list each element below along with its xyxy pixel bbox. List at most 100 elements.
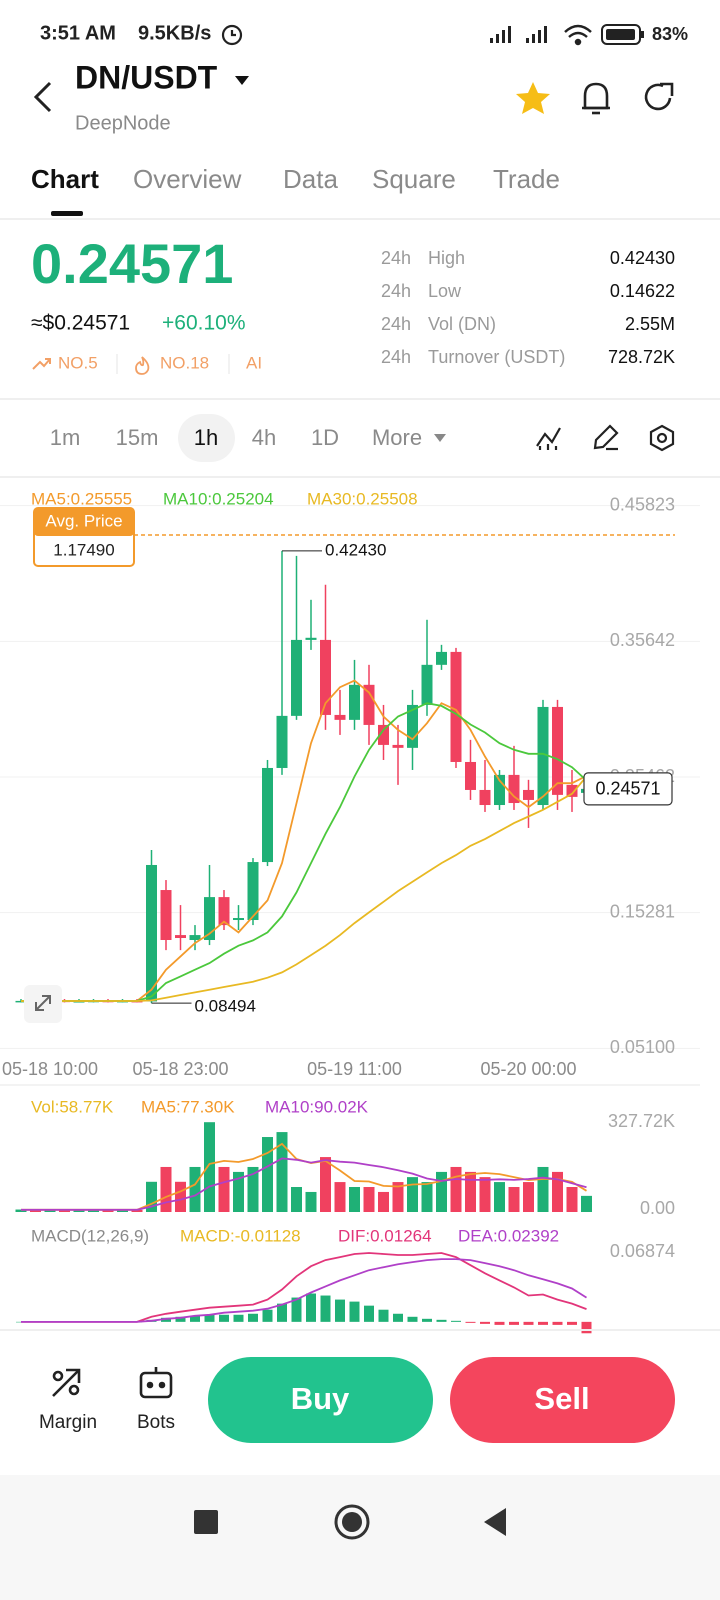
x-tick-label: 05-18 10:00 [2, 1059, 98, 1079]
volume-bar [146, 1181, 157, 1212]
legend-item: DEA:0.02392 [458, 1226, 559, 1245]
candle-body [247, 862, 259, 921]
candle-body [363, 684, 375, 725]
sell-label[interactable]: Sell [534, 1381, 589, 1416]
candle-body [146, 864, 157, 1002]
tab[interactable]: Data [283, 164, 338, 194]
macd-bar [335, 1299, 345, 1322]
margin-icon[interactable] [52, 1368, 81, 1397]
buy-label[interactable]: Buy [291, 1381, 350, 1416]
draw-button[interactable] [593, 424, 619, 451]
nav-home[interactable] [334, 1504, 370, 1540]
interval-option[interactable]: 1h [194, 425, 218, 450]
candle-body [320, 639, 331, 715]
macd-line [21, 1258, 587, 1323]
volume-ma-line [21, 1157, 587, 1211]
macd-bar [364, 1305, 374, 1322]
tab[interactable]: Square [372, 164, 456, 194]
ma-line [21, 775, 588, 1002]
macd-bar [320, 1295, 331, 1322]
pair-title[interactable]: DN/USDT [75, 59, 218, 95]
margin-label[interactable]: Margin [39, 1412, 97, 1433]
tag-badge[interactable]: AI [246, 353, 262, 372]
interval-option[interactable]: 4h [252, 425, 276, 450]
buy-button[interactable] [208, 1357, 433, 1443]
macd-bar [248, 1313, 258, 1322]
interval-option[interactable]: 1D [311, 425, 339, 450]
share-button[interactable] [644, 82, 674, 111]
volume-bar [233, 1171, 244, 1212]
candle-body [276, 715, 288, 768]
back-button[interactable] [33, 81, 52, 113]
macd-bar [306, 1293, 316, 1322]
stat-period: 24h [381, 347, 411, 367]
macd-bar [422, 1318, 432, 1322]
candle-body [465, 761, 476, 790]
alert-bell[interactable] [582, 82, 610, 115]
macd-bar [407, 1316, 418, 1322]
signal-icons [490, 26, 547, 43]
candle-body [450, 651, 462, 762]
candle-body [508, 774, 520, 804]
volume-bar [131, 1209, 143, 1212]
favorite-star[interactable] [516, 82, 550, 114]
legend-item: MA5:77.30K [141, 1097, 235, 1116]
stat-period: 24h [381, 281, 411, 301]
tab[interactable]: Overview [133, 164, 242, 194]
hot-badge[interactable]: NO.18 [160, 353, 209, 372]
indicator-button[interactable] [536, 427, 561, 450]
wifi-icon [564, 24, 592, 46]
pair-dropdown[interactable] [235, 76, 249, 85]
volume-bar [189, 1166, 201, 1212]
volume-bar [218, 1166, 230, 1212]
interval-option[interactable]: More [372, 425, 422, 450]
stat-value: 0.42430 [610, 248, 675, 268]
legend-item: MA10:0.25204 [163, 489, 274, 508]
volume-bar [450, 1166, 462, 1212]
last-price-tag [583, 772, 673, 806]
expand-button[interactable] [24, 985, 62, 1023]
sell-button[interactable] [450, 1357, 675, 1443]
high-label: 0.42430 [325, 540, 386, 559]
tab[interactable]: Chart [31, 164, 99, 194]
bots-icon[interactable] [139, 1367, 173, 1399]
interval-option[interactable]: 15m [116, 425, 159, 450]
volume-bar [73, 1210, 85, 1212]
x-tick-label: 05-18 23:00 [132, 1059, 228, 1079]
legend-item: MA10:90.02K [265, 1097, 369, 1116]
volume-bar [320, 1157, 331, 1212]
settings-button[interactable] [649, 424, 675, 452]
volume-bar [436, 1171, 447, 1212]
rank-badge[interactable]: NO.5 [58, 353, 98, 372]
volume-bar [407, 1177, 418, 1212]
candle-body [334, 714, 346, 720]
candle-body [218, 897, 230, 926]
volume-bar [581, 1195, 592, 1212]
volume-bar [537, 1166, 549, 1212]
candle-body [305, 637, 317, 640]
interval-bar: 1m 15m 1h 4h 1D More [50, 425, 422, 450]
volume-bar [117, 1210, 128, 1212]
y-tick-label: 0.35642 [610, 630, 675, 650]
legend-item: MA30:0.25508 [307, 489, 418, 508]
interval-option[interactable]: 1m [50, 425, 81, 450]
candle-body [233, 918, 244, 921]
macd-bar [190, 1315, 200, 1322]
bots-label[interactable]: Bots [137, 1412, 175, 1433]
battery-icon [601, 24, 644, 45]
volume-bar [349, 1187, 360, 1212]
tab[interactable]: Trade [493, 164, 560, 194]
nav-recents[interactable] [194, 1510, 218, 1534]
ma-line [21, 679, 587, 1002]
more-dropdown[interactable] [434, 434, 446, 442]
rank-icon [32, 358, 51, 370]
volume-bar [44, 1209, 56, 1212]
y-tick-label: 0.15281 [610, 901, 675, 921]
candle-body [160, 890, 172, 941]
x-tick-label: 05-19 11:00 [307, 1059, 402, 1079]
nav-back[interactable] [484, 1508, 506, 1536]
candle-body [189, 935, 201, 941]
legend-item: DIF:0.01264 [338, 1226, 432, 1245]
stat-label: Vol (DN) [428, 314, 496, 334]
